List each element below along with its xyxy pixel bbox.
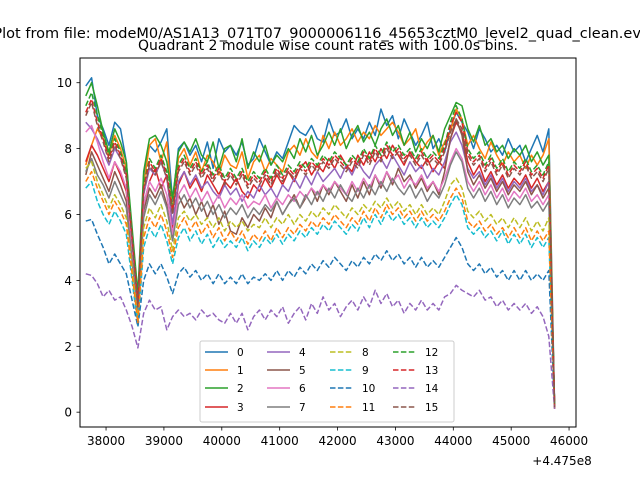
y-axis-ticks: 0 2 4 6 8 10 [57,76,80,420]
series-line-13 [85,98,556,408]
x-tick-label: 40000 [203,434,241,448]
y-tick-label: 4 [64,274,72,288]
x-axis-offset-label: +4.475e8 [532,454,591,468]
legend-label-12: 12 [425,347,438,359]
series-line-9 [85,180,556,408]
series-line-3 [85,121,556,406]
series-line-8 [85,161,556,408]
legend-label-8: 8 [362,347,369,359]
y-tick-label: 6 [64,208,72,222]
y-tick-label: 10 [57,76,72,90]
y-tick-label: 8 [64,142,72,156]
legend-label-13: 13 [425,365,438,377]
x-tick-label: 38000 [87,434,125,448]
legend-label-9: 9 [362,365,369,377]
series-line-12 [85,91,556,408]
series-line-6 [85,124,556,406]
series-line-15 [85,101,556,408]
series-line-2 [85,81,556,408]
x-axis-ticks: 38000 39000 40000 41000 42000 43000 44000 45000… [87,427,588,448]
legend-label-15: 15 [425,402,438,414]
figure-suptitle: Plot from file: modeM0/AS1A13_071T07_900… [0,26,640,42]
x-tick-label: 42000 [318,434,356,448]
legend-label-10: 10 [362,383,375,395]
legend-label-2: 2 [237,383,244,395]
x-tick-label: 45000 [492,434,530,448]
legend-label-11: 11 [362,402,375,414]
x-tick-label: 43000 [376,434,414,448]
series-line-0 [85,77,556,406]
x-tick-label: 44000 [434,434,472,448]
series-line-7 [85,151,556,406]
legend-label-1: 1 [237,365,244,377]
legend-label-3: 3 [237,402,244,414]
legend-label-0: 0 [237,347,244,359]
legend-label-6: 6 [299,383,306,395]
legend-label-14: 14 [425,383,439,395]
series-line-14 [85,273,556,409]
x-tick-label: 41000 [261,434,299,448]
series-layer [85,77,556,409]
legend-label-5: 5 [299,365,306,377]
legend-box [199,340,455,423]
chart-title: Quadrant 2 module wise count rates with … [138,38,518,54]
series-line-11 [85,170,556,409]
y-tick-label: 2 [64,340,72,354]
x-tick-label: 39000 [145,434,183,448]
legend-label-7: 7 [299,402,306,414]
legend-label-4: 4 [299,347,306,359]
x-tick-label: 46000 [550,434,588,448]
y-tick-label: 0 [64,406,72,420]
series-line-5 [85,118,556,406]
axes-frame [79,57,577,428]
